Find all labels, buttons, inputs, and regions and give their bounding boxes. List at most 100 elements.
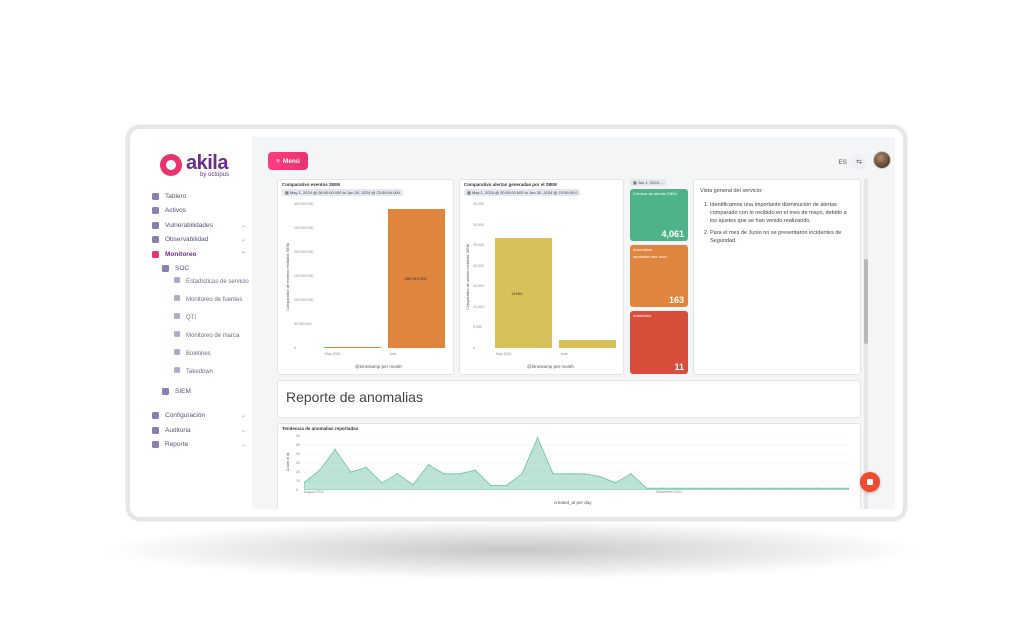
stat-correos-alertas[interactable]: Correos de alertas SIEM 4,061	[630, 189, 688, 241]
y-tick: 0	[473, 346, 475, 350]
data-point[interactable]	[692, 487, 694, 489]
data-point[interactable]	[474, 469, 476, 471]
sidebar-item-auditoria[interactable]: Auditoria ⌄	[152, 423, 252, 438]
sidebar-item-qti[interactable]: QTI	[174, 312, 252, 326]
data-point[interactable]	[661, 487, 663, 489]
bar-june[interactable]	[388, 208, 445, 348]
avatar[interactable]	[873, 151, 891, 169]
data-point[interactable]	[614, 482, 617, 484]
sidebar-item-takedown[interactable]: Takedown	[174, 366, 252, 380]
stat-anomalias[interactable]: Anomalías reportadas mes Junio 163	[630, 245, 688, 307]
data-point[interactable]	[505, 484, 508, 487]
date-range-badge[interactable]: ▦ May 1, 2024 @ 00:00:00.000 to Jun 30, …	[282, 189, 403, 196]
data-point[interactable]	[521, 473, 523, 475]
takedown-icon	[174, 367, 180, 373]
y-tick: 150,000,000	[294, 274, 314, 278]
y-tick: 50	[296, 443, 300, 447]
date-range-badge[interactable]: ▦ May 1, 2024 @ 00:00:00.000 to Jun 30, …	[464, 189, 581, 196]
sidebar-nav: Tablero Activos Vulnerabilidades ⌄ Observ…	[152, 189, 252, 452]
data-point[interactable]	[770, 487, 772, 489]
data-point[interactable]	[645, 487, 648, 489]
data-point[interactable]	[801, 487, 803, 489]
y-tick: 50,000,000	[294, 322, 312, 326]
section-header: Reporte de anomalias	[277, 380, 861, 418]
monitor-icon	[152, 250, 159, 258]
y-tick: 35,000	[473, 202, 484, 206]
y-axis-label: Count of id	[286, 452, 290, 472]
data-point[interactable]	[443, 473, 445, 475]
bar-june[interactable]	[559, 339, 616, 348]
data-point[interactable]	[739, 487, 741, 489]
translate-icon[interactable]: ⇆	[851, 154, 867, 170]
data-point[interactable]	[412, 483, 414, 486]
data-point[interactable]	[723, 487, 726, 489]
scrollbar[interactable]	[864, 179, 868, 509]
data-point[interactable]	[552, 473, 554, 475]
app-screen: akila by octopus Tablero Activos Vulnera…	[138, 137, 895, 509]
sidebar-item-siem[interactable]: SIEM	[162, 384, 252, 399]
data-point[interactable]	[583, 473, 585, 475]
area-series[interactable]	[304, 436, 849, 490]
menu-button[interactable]: ≡ Menú	[268, 152, 308, 170]
bulletin-icon	[174, 349, 180, 355]
data-point[interactable]	[568, 473, 570, 475]
data-point[interactable]	[708, 487, 710, 489]
data-point[interactable]	[381, 482, 383, 484]
bar-may[interactable]	[495, 238, 552, 348]
brand-name: akila	[186, 151, 228, 174]
main-content: Comparativo eventos SIEM ▦ May 1, 2024 @…	[266, 179, 861, 509]
sidebar-item-estadisticas[interactable]: Estadísticas de servicio	[174, 276, 252, 290]
data-point[interactable]	[848, 487, 849, 489]
chat-button[interactable]	[860, 472, 880, 492]
data-point[interactable]	[459, 473, 461, 475]
x-month-august: August 2024	[304, 490, 324, 494]
data-point[interactable]	[304, 482, 305, 484]
data-point[interactable]	[677, 487, 679, 489]
scrollbar-thumb[interactable]	[864, 259, 868, 344]
data-point[interactable]	[427, 464, 430, 466]
logo-mark-icon	[160, 154, 182, 176]
sidebar-item-monitoreo-fuentes[interactable]: Monitoreo de fuentes	[174, 294, 252, 308]
sidebar-item-observabilidad[interactable]: Observabilidad ⌄	[152, 233, 252, 248]
data-point[interactable]	[396, 473, 399, 475]
data-point[interactable]	[786, 487, 788, 489]
sidebar-item-vulnerabilidades[interactable]: Vulnerabilidades ⌄	[152, 218, 252, 233]
data-point[interactable]	[365, 466, 367, 469]
stat-incidentes[interactable]: Incidentes 11	[630, 311, 688, 374]
data-point[interactable]	[350, 471, 352, 473]
y-tick: 250,000,000	[294, 226, 314, 230]
sidebar-item-monitoreo[interactable]: Monitoreo ⌃	[152, 247, 252, 262]
data-point[interactable]	[490, 484, 492, 487]
y-axis-label: Comparativo de eventos recibidos SIEM	[286, 243, 290, 311]
stats-icon	[174, 277, 180, 283]
panel-title: Comparativo eventos SIEM	[282, 182, 341, 187]
stats-date-badge[interactable]: ▦ Jun 1, 2024 ...	[630, 179, 667, 186]
sidebar-item-activos[interactable]: Activos	[152, 204, 252, 219]
calendar-icon: ▦	[467, 190, 472, 195]
x-axis-label: @timestamp per month	[527, 364, 574, 369]
panel-eventos-siem: Comparativo eventos SIEM ▦ May 1, 2024 @…	[277, 179, 454, 375]
data-point[interactable]	[536, 437, 539, 439]
data-point[interactable]	[630, 473, 632, 475]
sidebar-item-soc[interactable]: SOC	[162, 262, 252, 277]
data-point[interactable]	[754, 487, 757, 489]
sidebar-item-configuracion[interactable]: Configuración ⌄	[152, 409, 252, 424]
data-point[interactable]	[817, 487, 819, 489]
topbar: ≡ Menú ES ⇆	[252, 137, 895, 179]
data-point[interactable]	[318, 469, 321, 471]
bar-may[interactable]	[324, 347, 381, 348]
sidebar-item-boletines[interactable]: Boletines	[174, 348, 252, 362]
y-tick: 40	[296, 452, 300, 456]
sidebar-item-reporte[interactable]: Reporte ⌄	[152, 438, 252, 453]
language-selector[interactable]: ES	[838, 159, 847, 166]
data-point[interactable]	[599, 475, 601, 478]
section-title: Reporte de anomalias	[286, 389, 423, 405]
brand-logo[interactable]: akila by octopus	[160, 151, 252, 179]
chevron-down-icon: ⌄	[240, 237, 246, 244]
data-point[interactable]	[832, 487, 835, 489]
y-tick: 15,000	[473, 284, 484, 289]
sidebar-item-tablero[interactable]: Tablero	[152, 189, 252, 204]
sidebar-item-monitoreo-marca[interactable]: Monitoreo de marca	[174, 330, 252, 344]
data-point[interactable]	[334, 448, 336, 451]
